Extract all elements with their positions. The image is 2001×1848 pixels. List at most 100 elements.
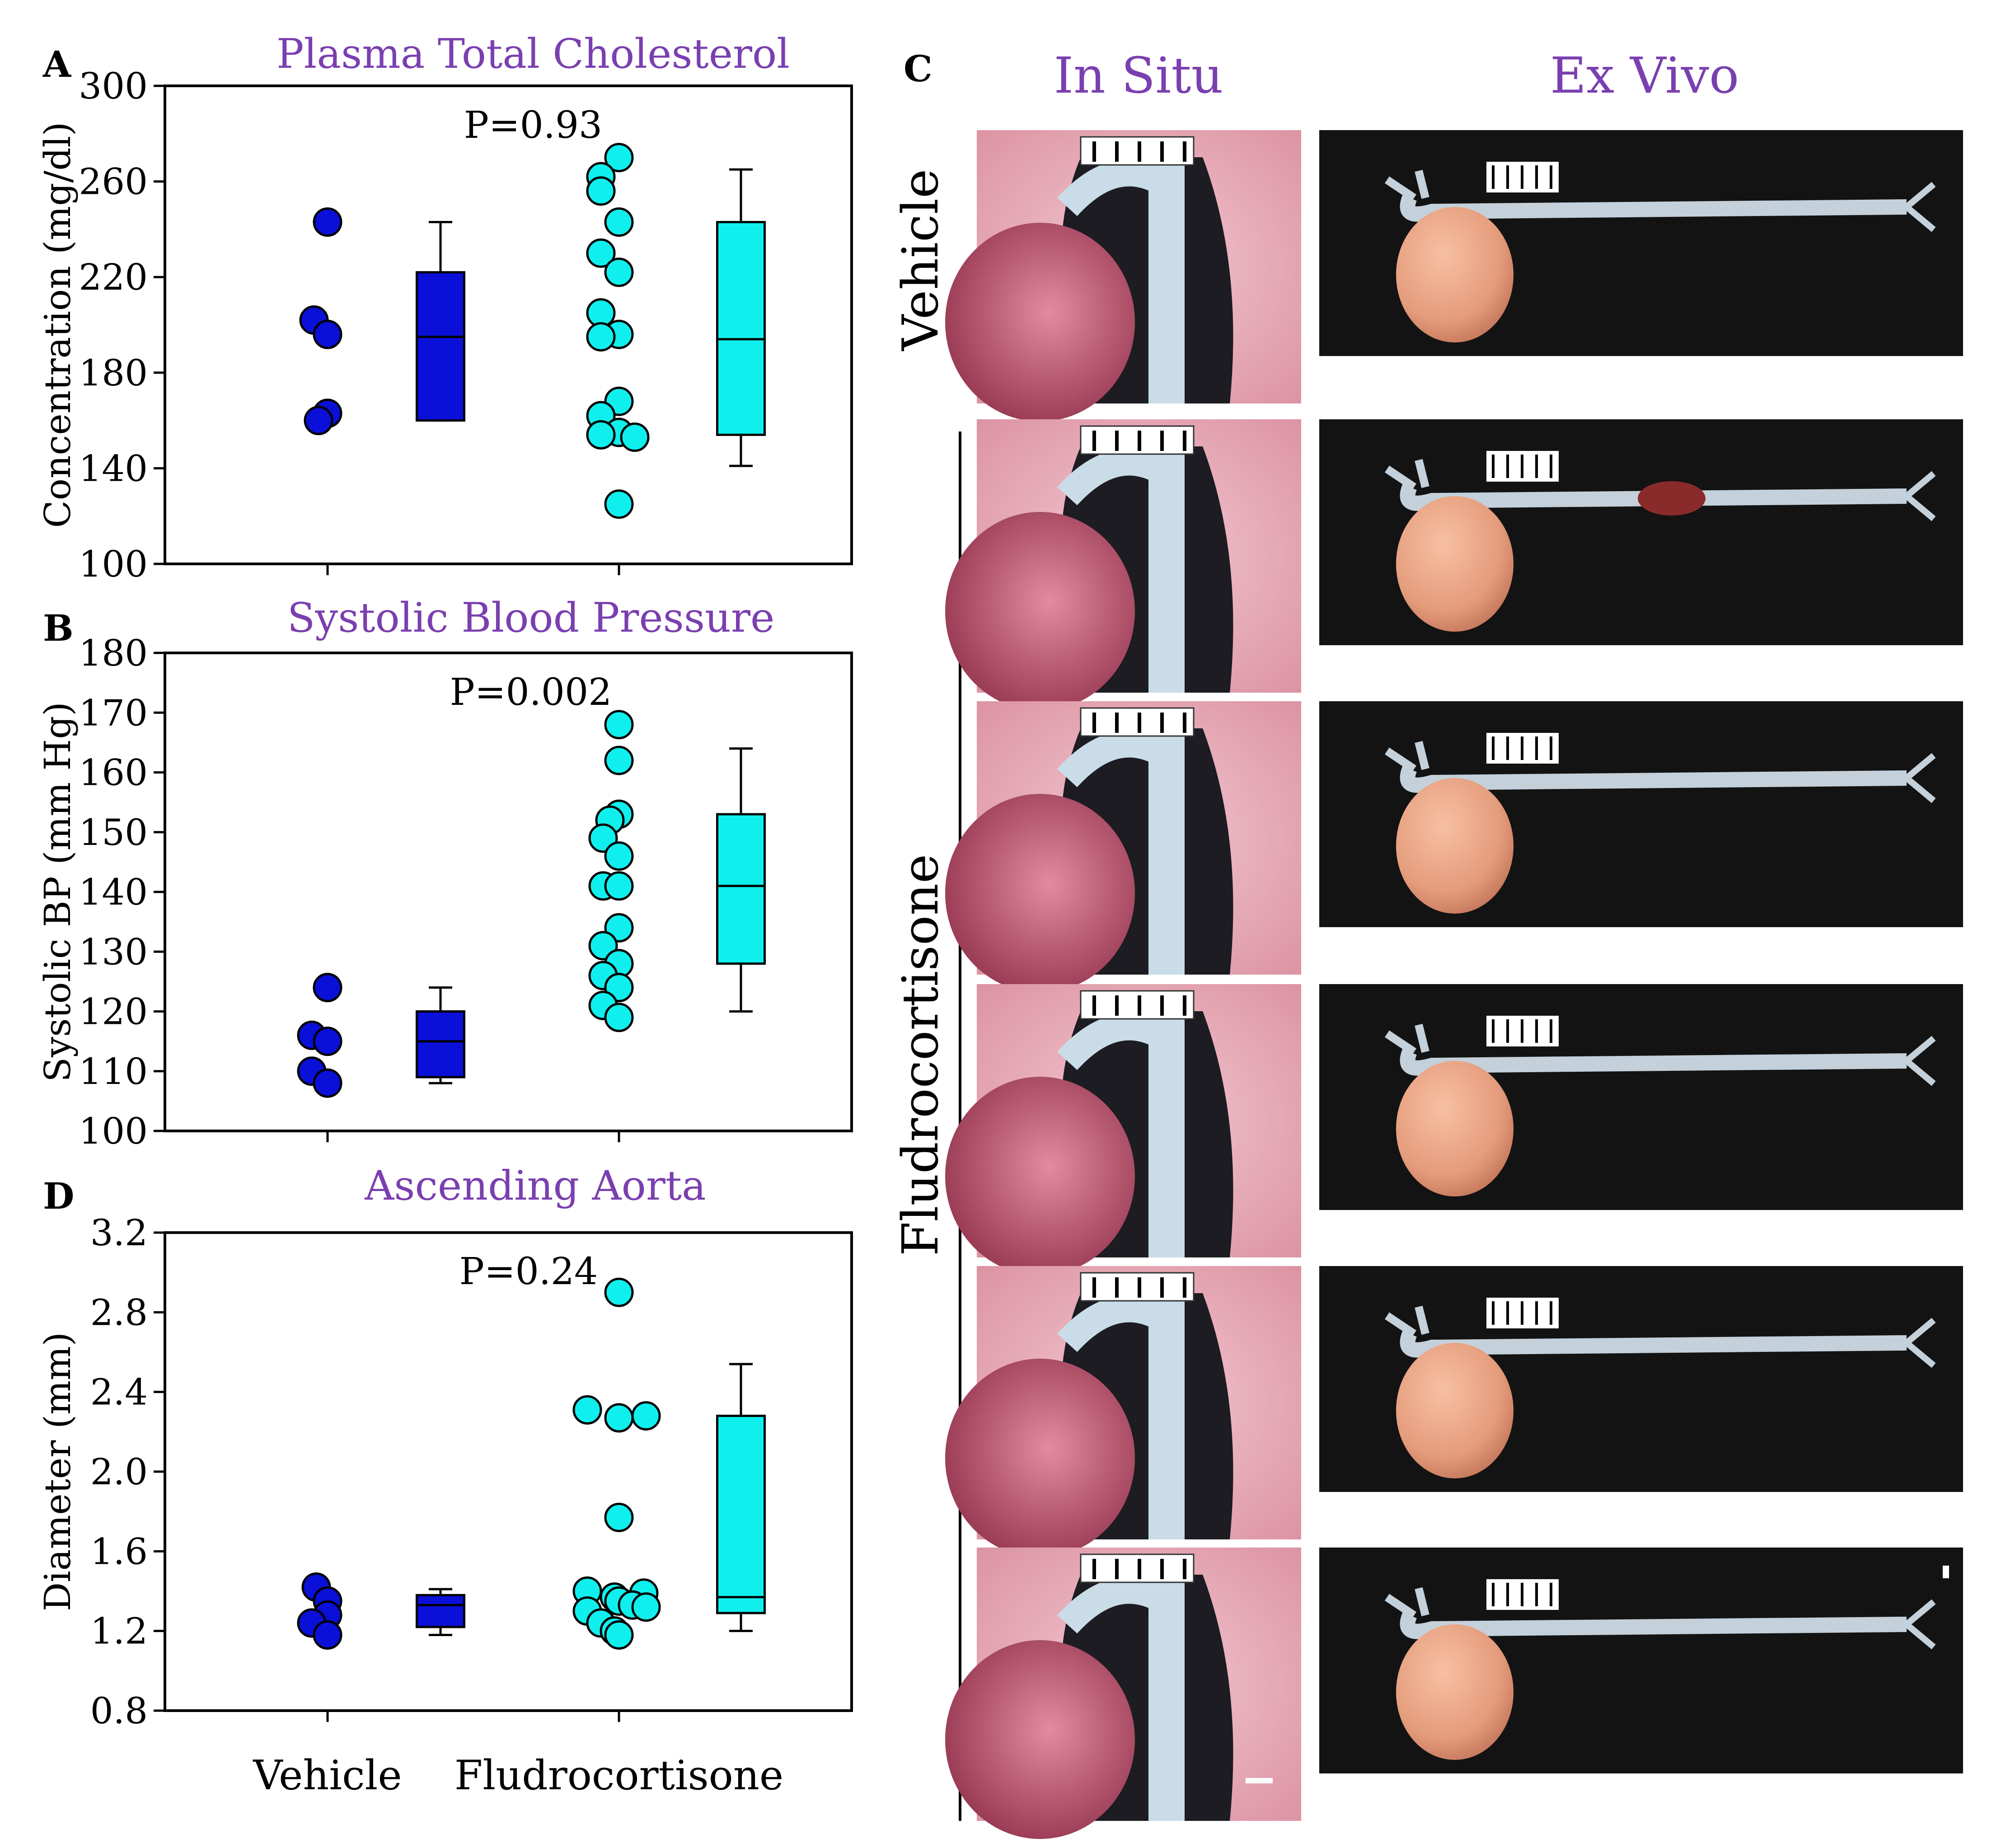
heart xyxy=(1396,1343,1514,1478)
aortic-arch xyxy=(1057,448,1164,506)
y-tick-label: 1.6 xyxy=(90,1530,148,1572)
iliac-branches xyxy=(1904,1599,1936,1650)
y-tick-label: 100 xyxy=(79,543,148,585)
in-situ-photo xyxy=(945,1548,1301,1839)
panel-c-letter: C xyxy=(904,47,933,90)
data-point xyxy=(586,322,616,352)
chart-d-marks xyxy=(297,1277,766,1650)
aorta-tube xyxy=(1400,1049,1907,1076)
chart-a-ylabel: Concentration (mg/dl) xyxy=(37,122,79,528)
data-point xyxy=(586,176,616,206)
scale-bar xyxy=(1943,1566,1949,1578)
box-iqr xyxy=(716,813,766,965)
chart-d-pvalue: P=0.24 xyxy=(459,1250,598,1293)
data-point xyxy=(631,1592,661,1622)
aorta-tube xyxy=(1400,766,1907,793)
aorta-tube xyxy=(1400,1612,1907,1639)
data-point xyxy=(313,319,342,349)
in-situ-photo xyxy=(945,984,1301,1276)
arch-branches xyxy=(1385,741,1429,773)
data-point xyxy=(313,973,342,1003)
photo-grid xyxy=(945,130,1963,1839)
chart-b-title: Systolic Blood Pressure xyxy=(287,594,775,642)
aorta-vessel xyxy=(1148,1561,1185,1821)
scale-ruler xyxy=(1080,425,1195,455)
row-label-fludrocortisone: Fludrocortisone xyxy=(891,854,949,1256)
chart-a-y-ticks: 100 140 180 220 260 300 xyxy=(79,65,620,585)
heart xyxy=(945,1640,1135,1839)
panel-a-letter: A xyxy=(42,43,71,85)
heart xyxy=(945,512,1135,711)
data-point xyxy=(631,1401,661,1431)
box-iqr xyxy=(416,1594,465,1628)
iliac-branches xyxy=(1904,471,1936,521)
heart xyxy=(945,794,1135,993)
data-point xyxy=(586,238,616,268)
aortic-arch xyxy=(1057,1295,1164,1352)
aneurysm-lesion xyxy=(1638,481,1706,516)
chart-a-pvalue: P=0.93 xyxy=(464,104,602,147)
arch-branches xyxy=(1385,1023,1429,1055)
heart xyxy=(945,1359,1135,1557)
aortic-arch xyxy=(1057,1576,1164,1634)
y-tick-label: 3.2 xyxy=(90,1212,148,1254)
data-point xyxy=(604,1502,634,1532)
chart-b: B Systolic Blood Pressure Systolic BP (m… xyxy=(37,594,853,1152)
data-point xyxy=(313,207,342,237)
scale-bar xyxy=(1246,1778,1273,1783)
group-label-vehicle: Vehicle xyxy=(253,1752,402,1799)
scale-ruler xyxy=(1080,1272,1195,1302)
in-situ-photo xyxy=(945,1266,1301,1557)
in-situ-photo xyxy=(945,419,1301,711)
data-point xyxy=(313,1620,342,1650)
y-tick-label: 180 xyxy=(79,352,148,394)
aorta-vessel xyxy=(1148,1280,1185,1539)
scale-ruler xyxy=(1080,990,1195,1020)
y-tick-label: 100 xyxy=(79,1110,148,1152)
chart-b-y-ticks: 100 110 120 130 140 150 160 170 180 xyxy=(79,632,620,1152)
ex-vivo-photo xyxy=(1319,419,1963,645)
data-point xyxy=(604,143,634,173)
y-tick-label: 2.0 xyxy=(90,1451,148,1493)
arch-branches xyxy=(1385,1305,1429,1337)
data-point xyxy=(572,1395,602,1425)
arch-branches xyxy=(1385,459,1429,491)
aorta-vessel xyxy=(1148,998,1185,1257)
data-point xyxy=(604,489,634,519)
arch-branches xyxy=(1385,1587,1429,1619)
chart-d-y-ticks: 0.8 1.2 1.6 2.0 2.4 2.8 3.2 xyxy=(90,1212,620,1732)
aorta-vessel xyxy=(1148,144,1185,403)
y-tick-label: 260 xyxy=(79,161,148,203)
data-point xyxy=(604,258,634,287)
y-tick-label: 220 xyxy=(79,256,148,298)
scale-ruler xyxy=(1080,136,1195,166)
arch-branches xyxy=(1385,169,1429,202)
iliac-branches xyxy=(1904,753,1936,803)
box-iqr xyxy=(716,1415,766,1614)
aorta-tube xyxy=(1400,484,1907,511)
iliac-branches xyxy=(1904,1318,1936,1368)
row-label-vehicle: Vehicle xyxy=(891,169,949,352)
y-tick-label: 170 xyxy=(79,692,148,734)
aorta-tube xyxy=(1400,195,1907,222)
data-point xyxy=(604,841,634,871)
aortic-arch xyxy=(1057,1013,1164,1070)
panel-c: C In Situ Ex Vivo Vehicle Fludrocortison… xyxy=(891,47,1963,1839)
y-tick-label: 110 xyxy=(79,1051,148,1093)
y-tick-label: 140 xyxy=(79,871,148,913)
data-point xyxy=(604,1277,634,1307)
data-point xyxy=(604,207,634,237)
box-iqr xyxy=(716,221,766,436)
col-title-ex-vivo: Ex Vivo xyxy=(1550,47,1739,104)
chart-b-pvalue: P=0.002 xyxy=(450,671,612,714)
y-tick-label: 180 xyxy=(79,632,148,674)
box-iqr xyxy=(416,1010,465,1079)
panel-d-letter: D xyxy=(43,1175,74,1217)
chart-d-title: Ascending Aorta xyxy=(364,1162,706,1210)
heart xyxy=(1396,496,1514,632)
heart xyxy=(945,223,1135,422)
y-tick-label: 150 xyxy=(79,811,148,854)
ex-vivo-photo xyxy=(1319,1548,1963,1773)
aorta-vessel xyxy=(1148,715,1185,975)
